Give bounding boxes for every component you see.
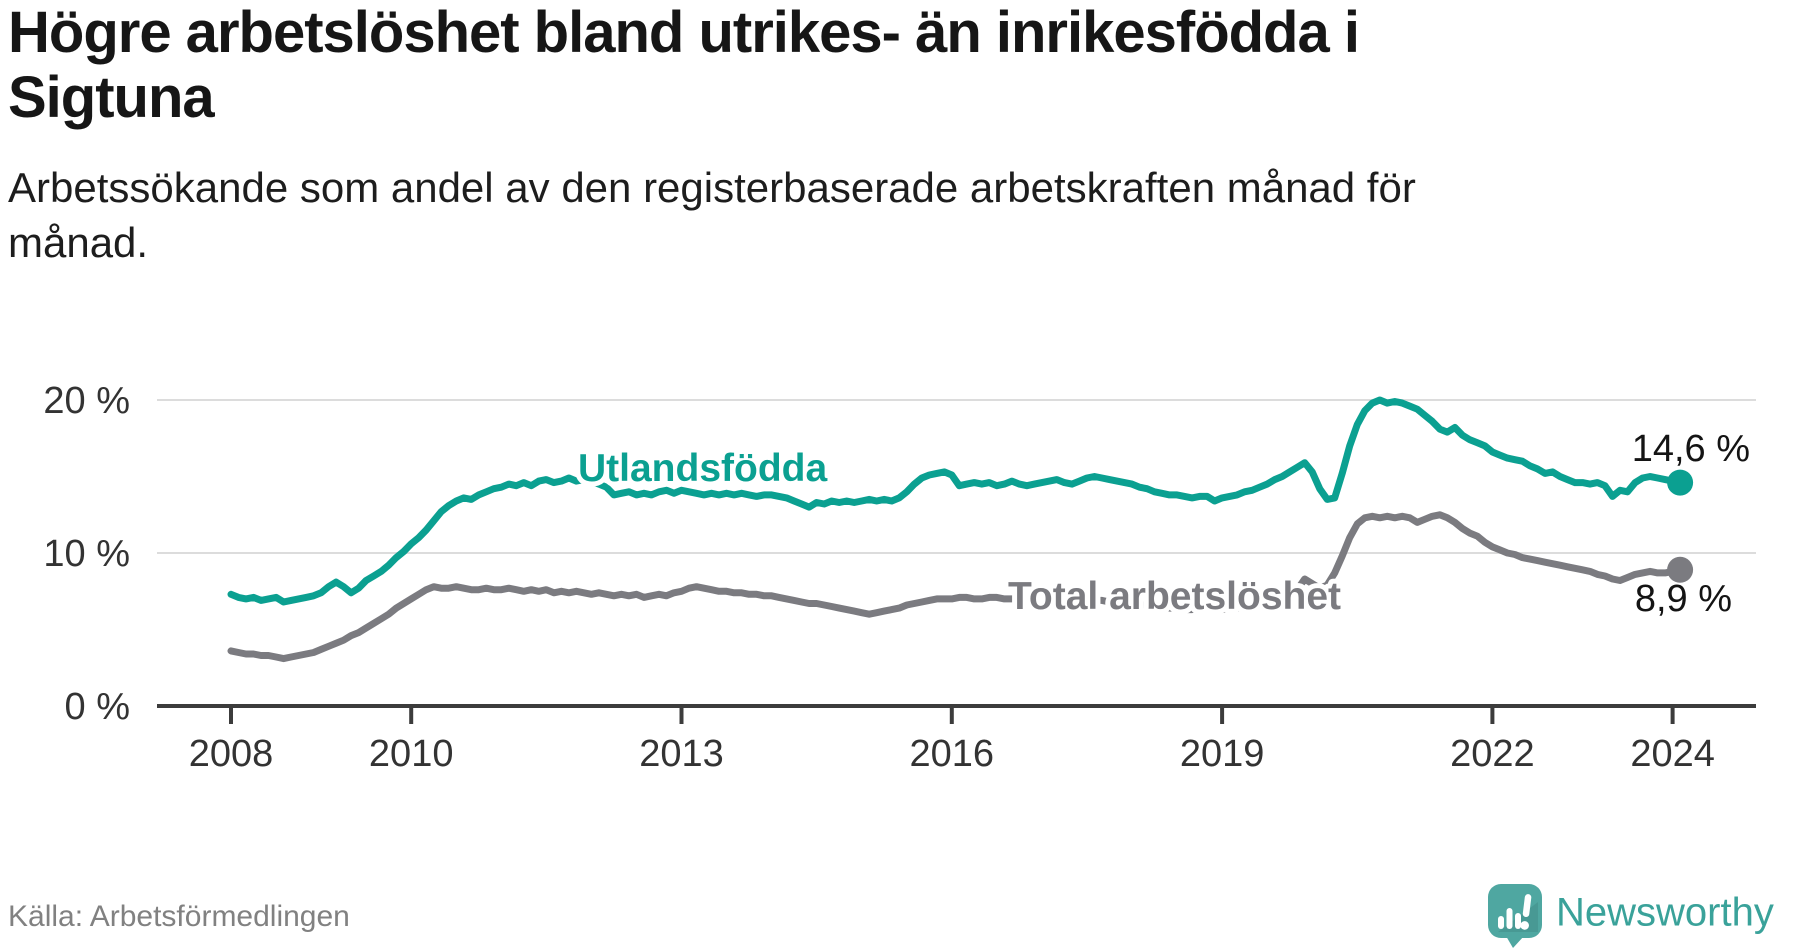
x-axis-tick-labels: 2008 2010 2013 2016 2019 2022 2024 [189,733,1715,775]
logo-bubble-tail [1506,936,1524,948]
source-note: Källa: Arbetsförmedlingen [8,900,350,933]
series-label-total-arbetsloshet: Total arbetslöshet [1008,575,1341,618]
logo-exclamation-icon [1520,894,1532,930]
x-tick-label-2013: 2013 [639,733,724,775]
x-tick-label-2010: 2010 [369,733,454,775]
y-axis-labels: 0 % 10 % 20 % [43,380,130,728]
y-tick-label-10: 10 % [43,533,130,575]
end-dot-utlandsfodda [1667,469,1694,496]
logo-bubble-icon [1488,884,1542,948]
chart-subtitle-line2: månad. [8,219,149,266]
x-tick-label-2024: 2024 [1630,733,1715,775]
logo-barchart-icon [1498,894,1532,930]
end-dot-total-arbetsloshet [1667,556,1694,583]
series-line-utlandsfodda [227,396,1684,606]
page-title-line1: Högre arbetslöshet bland utrikes- än inr… [8,0,1360,65]
chart-subtitle: Arbetssökande som andel av den registerb… [8,160,1416,270]
end-value-utlandsfodda: 14,6 % [1632,428,1750,470]
series-label-utlandsfodda: Utlandsfödda [578,447,827,490]
gridlines [157,399,1756,554]
chart-subtitle-line1: Arbetssökande som andel av den registerb… [8,164,1416,211]
x-axis-ticks [229,708,1675,724]
y-tick-label-20: 20 % [43,380,130,422]
page-title-line2: Sigtuna [8,65,215,130]
series-line-total-arbetsloshet [227,511,1684,663]
y-tick-label-0: 0 % [65,686,130,728]
x-tick-label-2019: 2019 [1180,733,1265,775]
logo-wordmark: Newsworthy [1556,891,1774,935]
x-tick-label-2022: 2022 [1450,733,1535,775]
x-tick-label-2016: 2016 [910,733,995,775]
x-tick-label-2008: 2008 [189,733,274,775]
page-title: Högre arbetslöshet bland utrikes- än inr… [8,0,1698,130]
newsworthy-logo: Newsworthy [1488,884,1774,948]
end-value-total-arbetsloshet: 8,9 % [1635,578,1732,620]
